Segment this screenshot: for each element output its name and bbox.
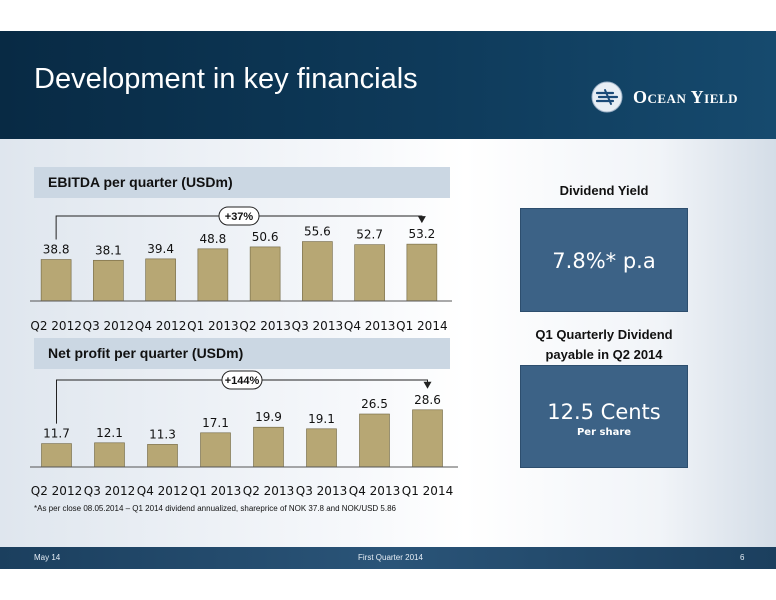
ebitda-bar [354, 244, 385, 302]
net-profit-category-label: Q2 2012 [31, 484, 82, 498]
page-title: Development in key financials [34, 63, 418, 95]
ebitda-value-label: 50.6 [252, 230, 279, 244]
quarterly-dividend-value: 12.5 Cents [547, 400, 661, 424]
ebitda-category-label: Q3 2013 [292, 319, 343, 333]
ebitda-bar [40, 259, 72, 302]
net-profit-bar [94, 442, 125, 468]
ebitda-value-label: 53.2 [409, 227, 436, 241]
ebitda-growth-badge [218, 206, 260, 226]
net-profit-bar [147, 444, 178, 468]
ocean-yield-logo-icon [591, 81, 623, 113]
ebitda-chart: 38.8 Q2 2012 38.1 Q3 2012 39.4 Q4 2012 48.8 Q1 … [30, 200, 460, 340]
net-profit-section-title: Net profit per quarter (USDm) [48, 345, 244, 361]
net-profit-section-header: Net profit per quarter (USDm) [34, 338, 450, 369]
net-profit-value-label: 11.3 [149, 427, 176, 441]
ebitda-section-title: EBITDA per quarter (USDm) [48, 174, 233, 190]
net-profit-bar [41, 443, 72, 468]
net-profit-category-label: Q2 2013 [243, 484, 294, 498]
quarterly-dividend-sub: Per share [576, 427, 632, 438]
net-profit-category-label: Q3 2012 [84, 484, 135, 498]
dividend-yield-box: 7.8%* p.a [520, 208, 688, 312]
ebitda-value-label: 55.6 [304, 225, 331, 239]
ebitda-section-header: EBITDA per quarter (USDm) [34, 167, 450, 198]
ebitda-bar [249, 246, 281, 302]
net-profit-bar [412, 409, 443, 468]
ebitda-bar [406, 243, 438, 302]
net-profit-growth-arrowhead [423, 381, 432, 389]
net-profit-value-label: 12.1 [96, 426, 123, 440]
quarterly-dividend-box: 12.5 Cents Per share [520, 365, 688, 468]
ebitda-category-label: Q2 2012 [30, 319, 81, 333]
footnote: *As per close 08.05.2014 – Q1 2014 divid… [34, 504, 397, 513]
ebitda-category-label: Q4 2012 [135, 319, 186, 333]
net-profit-category-label: Q4 2013 [349, 484, 400, 498]
ebitda-bar [145, 258, 176, 302]
ebitda-value-label: 38.1 [95, 243, 122, 257]
net-profit-bar [306, 428, 337, 468]
dividend-yield-label: Dividend Yield [559, 183, 649, 198]
ebitda-category-label: Q1 2014 [396, 319, 447, 333]
ebitda-growth-label: +37% [225, 211, 254, 223]
net-profit-category-label: Q3 2013 [296, 484, 347, 498]
ebitda-bar [93, 259, 124, 302]
ebitda-category-label: Q3 2012 [83, 319, 134, 333]
footer-center-text: First Quarter 2014 [358, 553, 423, 562]
ebitda-value-label: 39.4 [147, 242, 174, 256]
footer-band: May 14 First Quarter 2014 6 [0, 547, 776, 569]
ebitda-category-label: Q1 2013 [187, 319, 238, 333]
ebitda-category-label: Q4 2013 [344, 319, 395, 333]
ebitda-bar [302, 241, 333, 302]
net-profit-value-label: 17.1 [202, 416, 229, 430]
header-band: Ocean Yield [0, 31, 776, 139]
net-profit-bar [200, 432, 231, 468]
ebitda-bar [197, 248, 229, 302]
logo-text: Ocean Yield [633, 86, 738, 107]
net-profit-value-label: 26.5 [361, 397, 388, 411]
net-profit-chart: 11.7 Q2 2012 12.1 Q3 2012 11.3 Q4 2012 17.1 Q1 … [30, 368, 460, 503]
net-profit-value-label: 19.1 [308, 412, 335, 426]
net-profit-chart-svg: 11.7 Q2 2012 12.1 Q3 2012 11.3 Q4 2012 17.1 Q1 … [30, 370, 458, 498]
net-profit-category-label: Q1 2014 [402, 484, 453, 498]
footer-date: May 14 [34, 553, 61, 562]
ebitda-value-label: 52.7 [356, 228, 383, 242]
net-profit-value-label: 11.7 [43, 427, 70, 441]
dividend-yield-value: 7.8%* p.a [552, 249, 656, 273]
ebitda-value-label: 48.8 [200, 232, 227, 246]
net-profit-bar [359, 413, 390, 468]
net-profit-bar [253, 426, 284, 468]
net-profit-value-label: 28.6 [414, 393, 441, 407]
ebitda-value-label: 38.8 [43, 243, 70, 257]
page-number: 6 [740, 553, 745, 562]
net-profit-growth-label: +144% [225, 375, 260, 387]
ebitda-growth-arrowhead [417, 216, 426, 224]
ebitda-chart-svg: 38.8 Q2 2012 38.1 Q3 2012 39.4 Q4 2012 48.8 Q1 … [30, 206, 452, 333]
net-profit-category-label: Q1 2013 [190, 484, 241, 498]
net-profit-category-label: Q4 2012 [137, 484, 188, 498]
company-logo: Ocean Yield [591, 81, 738, 113]
ebitda-category-label: Q2 2013 [239, 319, 290, 333]
net-profit-growth-badge [221, 370, 263, 390]
net-profit-value-label: 19.9 [255, 410, 282, 424]
quarterly-dividend-label: Q1 Quarterly Dividend payable in Q2 2014 [535, 327, 673, 362]
